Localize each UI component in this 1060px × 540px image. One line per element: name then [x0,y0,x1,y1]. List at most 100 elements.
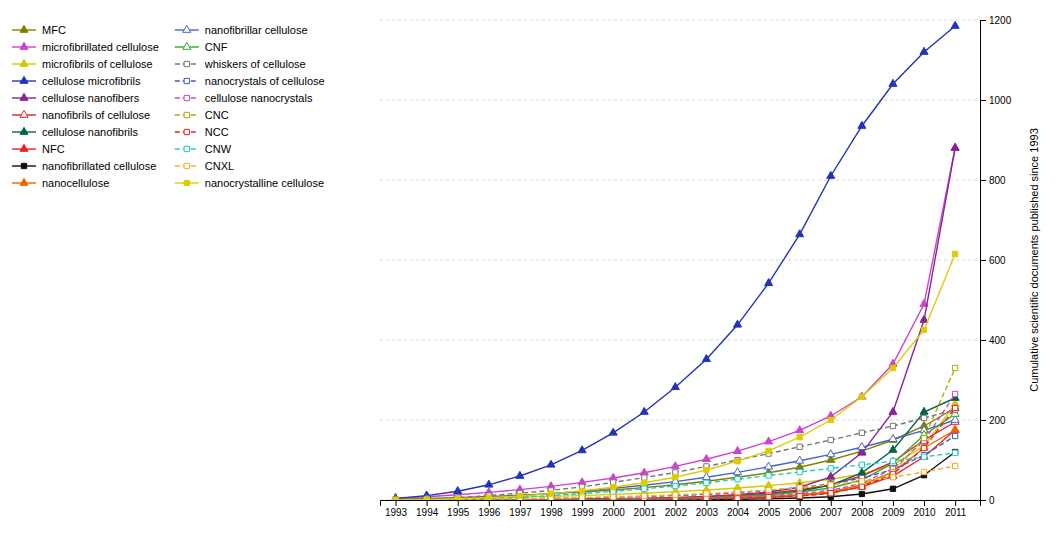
x-axis-line [381,501,981,507]
series-point [392,495,400,500]
series-point [455,497,460,500]
legend-item: cellulose nanofibers [12,92,140,104]
series-point [642,493,647,498]
series-point [702,355,710,362]
legend-label: whiskers of cellulose [204,58,306,70]
series-point [952,433,957,438]
x-tick-mark [955,500,956,506]
series-point [455,496,460,500]
series-point [889,435,897,442]
y-tick-mark [980,20,986,21]
series-point [424,497,429,500]
series-point [392,495,400,500]
legend-marker [183,25,191,32]
x-tick-label: 2008 [851,507,874,518]
series-point [548,491,553,496]
series-line [396,254,956,500]
series-point [578,446,586,453]
x-tick-label: 1993 [385,507,408,518]
series-point [423,495,431,500]
series-point [920,407,928,414]
legend-item: CNW [175,143,232,155]
series-point [454,495,462,500]
x-tick-label: 1999 [571,507,594,518]
series-point [920,47,928,54]
series-point [423,495,431,500]
series-point [951,425,959,432]
series-point [702,473,710,480]
series-point [642,480,647,485]
series-point [423,495,431,500]
series-point [424,497,429,500]
series-point [765,437,773,444]
series-point [392,495,400,500]
series-point [827,481,835,488]
series-point [423,495,431,500]
grid [380,20,980,500]
series-point [640,494,648,500]
legend-marker [183,42,191,49]
series-point [859,484,864,489]
series-point [517,493,522,498]
series-line [396,404,956,500]
grid-line [380,100,980,101]
series-point [393,497,398,500]
series-point [704,497,709,500]
series-point [952,405,957,410]
x-tick-mark [831,500,832,506]
x-axis: 1993199419951996199719981999200020012002… [381,500,981,518]
series-point [889,407,897,414]
legend-item: nanocrystals of cellulose [175,75,325,87]
series [393,405,958,500]
series-point [611,495,616,500]
y-tick: 1200 [980,15,1012,26]
series-point [454,495,462,500]
series-point [828,491,833,496]
y-tick: 200 [980,415,1006,426]
series-point [890,486,895,491]
series-point [392,495,400,500]
series-point [889,457,897,464]
y-tick-label: 200 [989,415,1006,426]
legend-label: nanofibrillar cellulose [205,24,308,36]
legend-item: microfibrillated cellulose [12,41,159,53]
series-line [396,394,956,500]
series-point [609,494,617,500]
series-point [609,495,617,500]
series-point [609,495,617,500]
series [393,450,958,500]
series-point [951,425,959,432]
series-point [673,493,678,498]
x-tick: 1993 [385,500,408,518]
y-tick-label: 400 [989,335,1006,346]
x-tick: 2011 [945,500,967,518]
series-point [952,463,957,468]
series-point [797,485,802,490]
series-point [578,495,586,500]
series-point [609,494,617,500]
legend-marker [184,180,189,185]
series-line [396,422,956,500]
series-point [921,454,926,459]
series-point [393,497,398,500]
series [392,393,960,500]
x-tick: 2006 [789,500,812,518]
series-point [827,480,835,487]
series-point [735,477,740,482]
series-point [733,447,741,454]
series-point [579,495,584,500]
legend-label: microfibrillated cellulose [42,41,159,53]
series-point [485,495,493,500]
series-point [827,171,835,178]
series-line [396,436,956,500]
series-line [396,26,956,498]
x-tick-label: 2000 [603,507,626,518]
series-point [828,491,833,496]
series-point [424,497,429,500]
legend-label: nanofibrils of cellulose [42,109,150,121]
y-tick-label: 1000 [989,95,1012,106]
x-tick: 2010 [913,500,936,518]
series-point [609,428,617,435]
x-tick: 1998 [540,500,563,518]
series [393,463,958,500]
